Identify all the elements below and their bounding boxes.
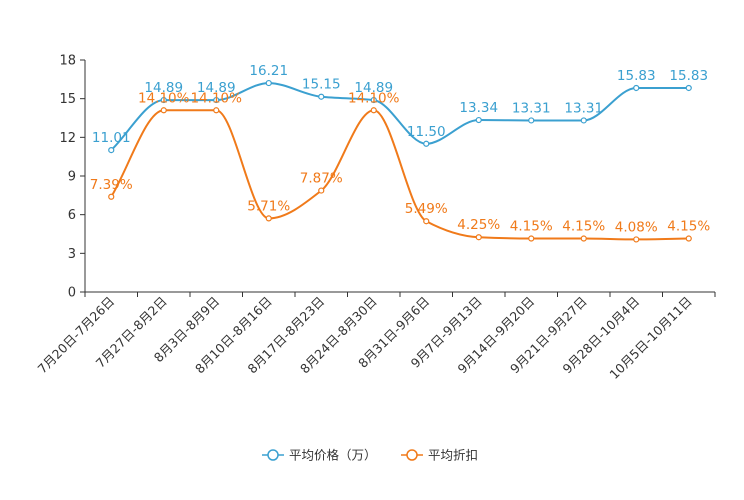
data-label: 7.87%: [300, 171, 343, 187]
data-label: 13.31: [564, 100, 603, 116]
data-point[interactable]: [370, 107, 377, 114]
legend-item-1[interactable]: 平均价格（万）: [262, 448, 377, 463]
data-label: 15.15: [302, 77, 341, 93]
data-label: 4.25%: [457, 217, 500, 233]
data-label: 13.34: [459, 100, 498, 116]
data-label: 4.15%: [510, 219, 553, 235]
data-label: 14.10%: [191, 90, 243, 106]
data-point[interactable]: [580, 235, 587, 242]
y-tick-label: 9: [68, 170, 76, 185]
legend-item-2[interactable]: 平均折扣: [401, 448, 478, 463]
data-point[interactable]: [685, 84, 692, 92]
data-label: 5.49%: [405, 201, 448, 217]
data-point[interactable]: [633, 84, 640, 92]
legend-label: 平均折扣: [428, 448, 478, 463]
data-point[interactable]: [423, 140, 430, 147]
data-point[interactable]: [475, 116, 482, 124]
y-tick-label: 12: [59, 131, 76, 146]
series-1: [108, 79, 692, 154]
data-point[interactable]: [213, 107, 220, 114]
series-layer: [108, 79, 692, 243]
series-2: [108, 107, 692, 243]
y-tick-label: 0: [68, 286, 76, 301]
data-label: 14.10%: [348, 90, 400, 106]
data-point[interactable]: [318, 187, 325, 194]
legend-marker-icon: [267, 449, 279, 461]
data-label: 16.21: [249, 63, 288, 79]
data-point[interactable]: [318, 93, 325, 100]
data-point[interactable]: [475, 234, 482, 241]
data-label: 11.50: [407, 124, 446, 140]
data-label: 14.89: [354, 80, 393, 96]
y-tick-label: 18: [59, 54, 76, 69]
data-label: 7.39%: [90, 177, 133, 193]
data-label: 15.83: [669, 68, 708, 84]
data-label: 4.15%: [562, 219, 605, 235]
data-point[interactable]: [160, 107, 167, 114]
data-point[interactable]: [108, 193, 115, 200]
data-label: 14.89: [197, 80, 236, 96]
y-tick-label: 15: [59, 92, 76, 107]
data-point[interactable]: [370, 96, 377, 104]
data-label: 5.71%: [247, 198, 290, 214]
data-label: 14.89: [144, 80, 183, 96]
data-point[interactable]: [633, 236, 640, 243]
data-point[interactable]: [423, 218, 430, 225]
data-point[interactable]: [213, 96, 220, 104]
data-point[interactable]: [580, 117, 587, 124]
data-label: 14.10%: [138, 90, 190, 106]
data-point[interactable]: [685, 235, 692, 242]
data-point[interactable]: [528, 235, 535, 242]
data-label: 11.01: [92, 130, 131, 146]
legend-marker-icon: [406, 449, 418, 461]
y-tick-label: 3: [68, 247, 76, 262]
data-label: 4.15%: [667, 219, 710, 235]
series-line: [110, 82, 689, 151]
data-point[interactable]: [265, 79, 272, 87]
data-point[interactable]: [265, 215, 272, 222]
y-tick-label: 6: [68, 208, 76, 223]
data-labels: 11.01 14.89 14.89 16.21 15.15 14.89 11.50 13.34…: [90, 63, 711, 235]
legend-label: 平均价格（万）: [289, 448, 377, 463]
legend[interactable]: 平均价格（万） 平均折扣: [262, 448, 478, 463]
data-point[interactable]: [160, 96, 167, 104]
data-label: 13.31: [512, 100, 551, 116]
data-point[interactable]: [528, 117, 535, 124]
data-label: 4.08%: [615, 219, 658, 235]
data-point[interactable]: [108, 146, 115, 154]
data-label: 15.83: [617, 68, 656, 84]
